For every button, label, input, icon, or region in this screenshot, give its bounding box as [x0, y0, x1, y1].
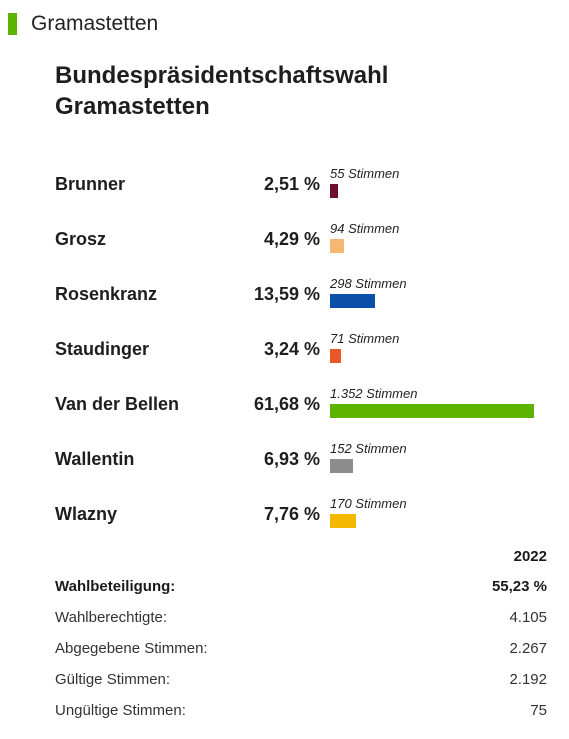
result-bar	[330, 404, 534, 418]
stat-value: 4.105	[509, 609, 547, 626]
chart-title-line-1: Bundespräsidentschaftswahl	[55, 62, 389, 89]
candidate-row: Van der Bellen 61,68 % 1.352 Stimmen	[0, 380, 569, 435]
candidate-name: Wlazny	[55, 504, 118, 524]
stat-label: Wahlberechtigte:	[55, 609, 168, 626]
candidate-percent: 13,59 %	[253, 284, 320, 304]
vote-count-label: 152 Stimmen	[330, 441, 407, 456]
stat-value: 75	[530, 702, 547, 719]
candidate-name: Grosz	[55, 229, 107, 249]
section-header: Gramastetten	[8, 10, 158, 38]
result-bar	[330, 349, 341, 363]
stat-row: Wahlbeteiligung: 55,23 %	[55, 578, 547, 598]
result-bar	[330, 514, 356, 528]
stat-label: Gültige Stimmen:	[55, 671, 171, 688]
chart-title: Bundespräsidentschaftswahl Gramastetten	[55, 60, 515, 122]
chart-title-line-2: Gramastetten	[55, 93, 210, 120]
result-bar	[330, 184, 338, 198]
vote-count-label: 1.352 Stimmen	[330, 386, 418, 401]
candidate-percent: 4,29 %	[263, 229, 320, 249]
stat-value: 2.267	[509, 640, 547, 657]
section-title: Gramastetten	[31, 12, 159, 35]
candidate-percent: 3,24 %	[263, 339, 320, 359]
vote-count-label: 94 Stimmen	[330, 221, 400, 236]
candidate-row: Brunner 2,51 % 55 Stimmen	[0, 160, 569, 215]
candidate-percent: 7,76 %	[263, 504, 320, 524]
candidate-name: Van der Bellen	[55, 394, 180, 414]
candidate-row: Grosz 4,29 % 94 Stimmen	[0, 215, 569, 270]
candidate-percent: 6,93 %	[263, 449, 320, 469]
stat-value: 2.192	[509, 671, 547, 688]
candidate-name: Rosenkranz	[55, 284, 158, 304]
stat-row: Gültige Stimmen: 2.192	[55, 671, 547, 691]
result-bar	[330, 239, 344, 253]
vote-count-label: 298 Stimmen	[330, 276, 407, 291]
stat-row: Ungültige Stimmen: 75	[55, 702, 547, 722]
candidate-row: Wlazny 7,76 % 170 Stimmen	[0, 490, 569, 545]
vote-count-label: 170 Stimmen	[330, 496, 407, 511]
candidate-row: Wallentin 6,93 % 152 Stimmen	[0, 435, 569, 490]
stat-row: Wahlberechtigte: 4.105	[55, 609, 547, 629]
candidate-name: Staudinger	[55, 339, 150, 359]
vote-count-label: 71 Stimmen	[330, 331, 400, 346]
section-marker	[8, 13, 17, 35]
stat-label: Ungültige Stimmen:	[55, 702, 186, 719]
results-chart: Brunner 2,51 % 55 Stimmen Grosz 4,29 % 94 Sti…	[0, 160, 569, 545]
result-bar	[330, 294, 375, 308]
candidate-percent: 61,68 %	[253, 394, 320, 414]
stat-value: 55,23 %	[491, 578, 547, 595]
candidate-name: Wallentin	[55, 449, 135, 469]
stat-label: Abgegebene Stimmen:	[55, 640, 208, 657]
stat-label: Wahlbeteiligung:	[55, 578, 176, 595]
candidate-row: Staudinger 3,24 % 71 Stimmen	[0, 325, 569, 380]
stats-year: 2022	[513, 548, 547, 565]
candidate-percent: 2,51 %	[263, 174, 320, 194]
vote-count-label: 55 Stimmen	[330, 166, 400, 181]
result-bar	[330, 459, 353, 473]
stat-row: Abgegebene Stimmen: 2.267	[55, 640, 547, 660]
candidate-row: Rosenkranz 13,59 % 298 Stimmen	[0, 270, 569, 325]
candidate-name: Brunner	[55, 174, 126, 194]
